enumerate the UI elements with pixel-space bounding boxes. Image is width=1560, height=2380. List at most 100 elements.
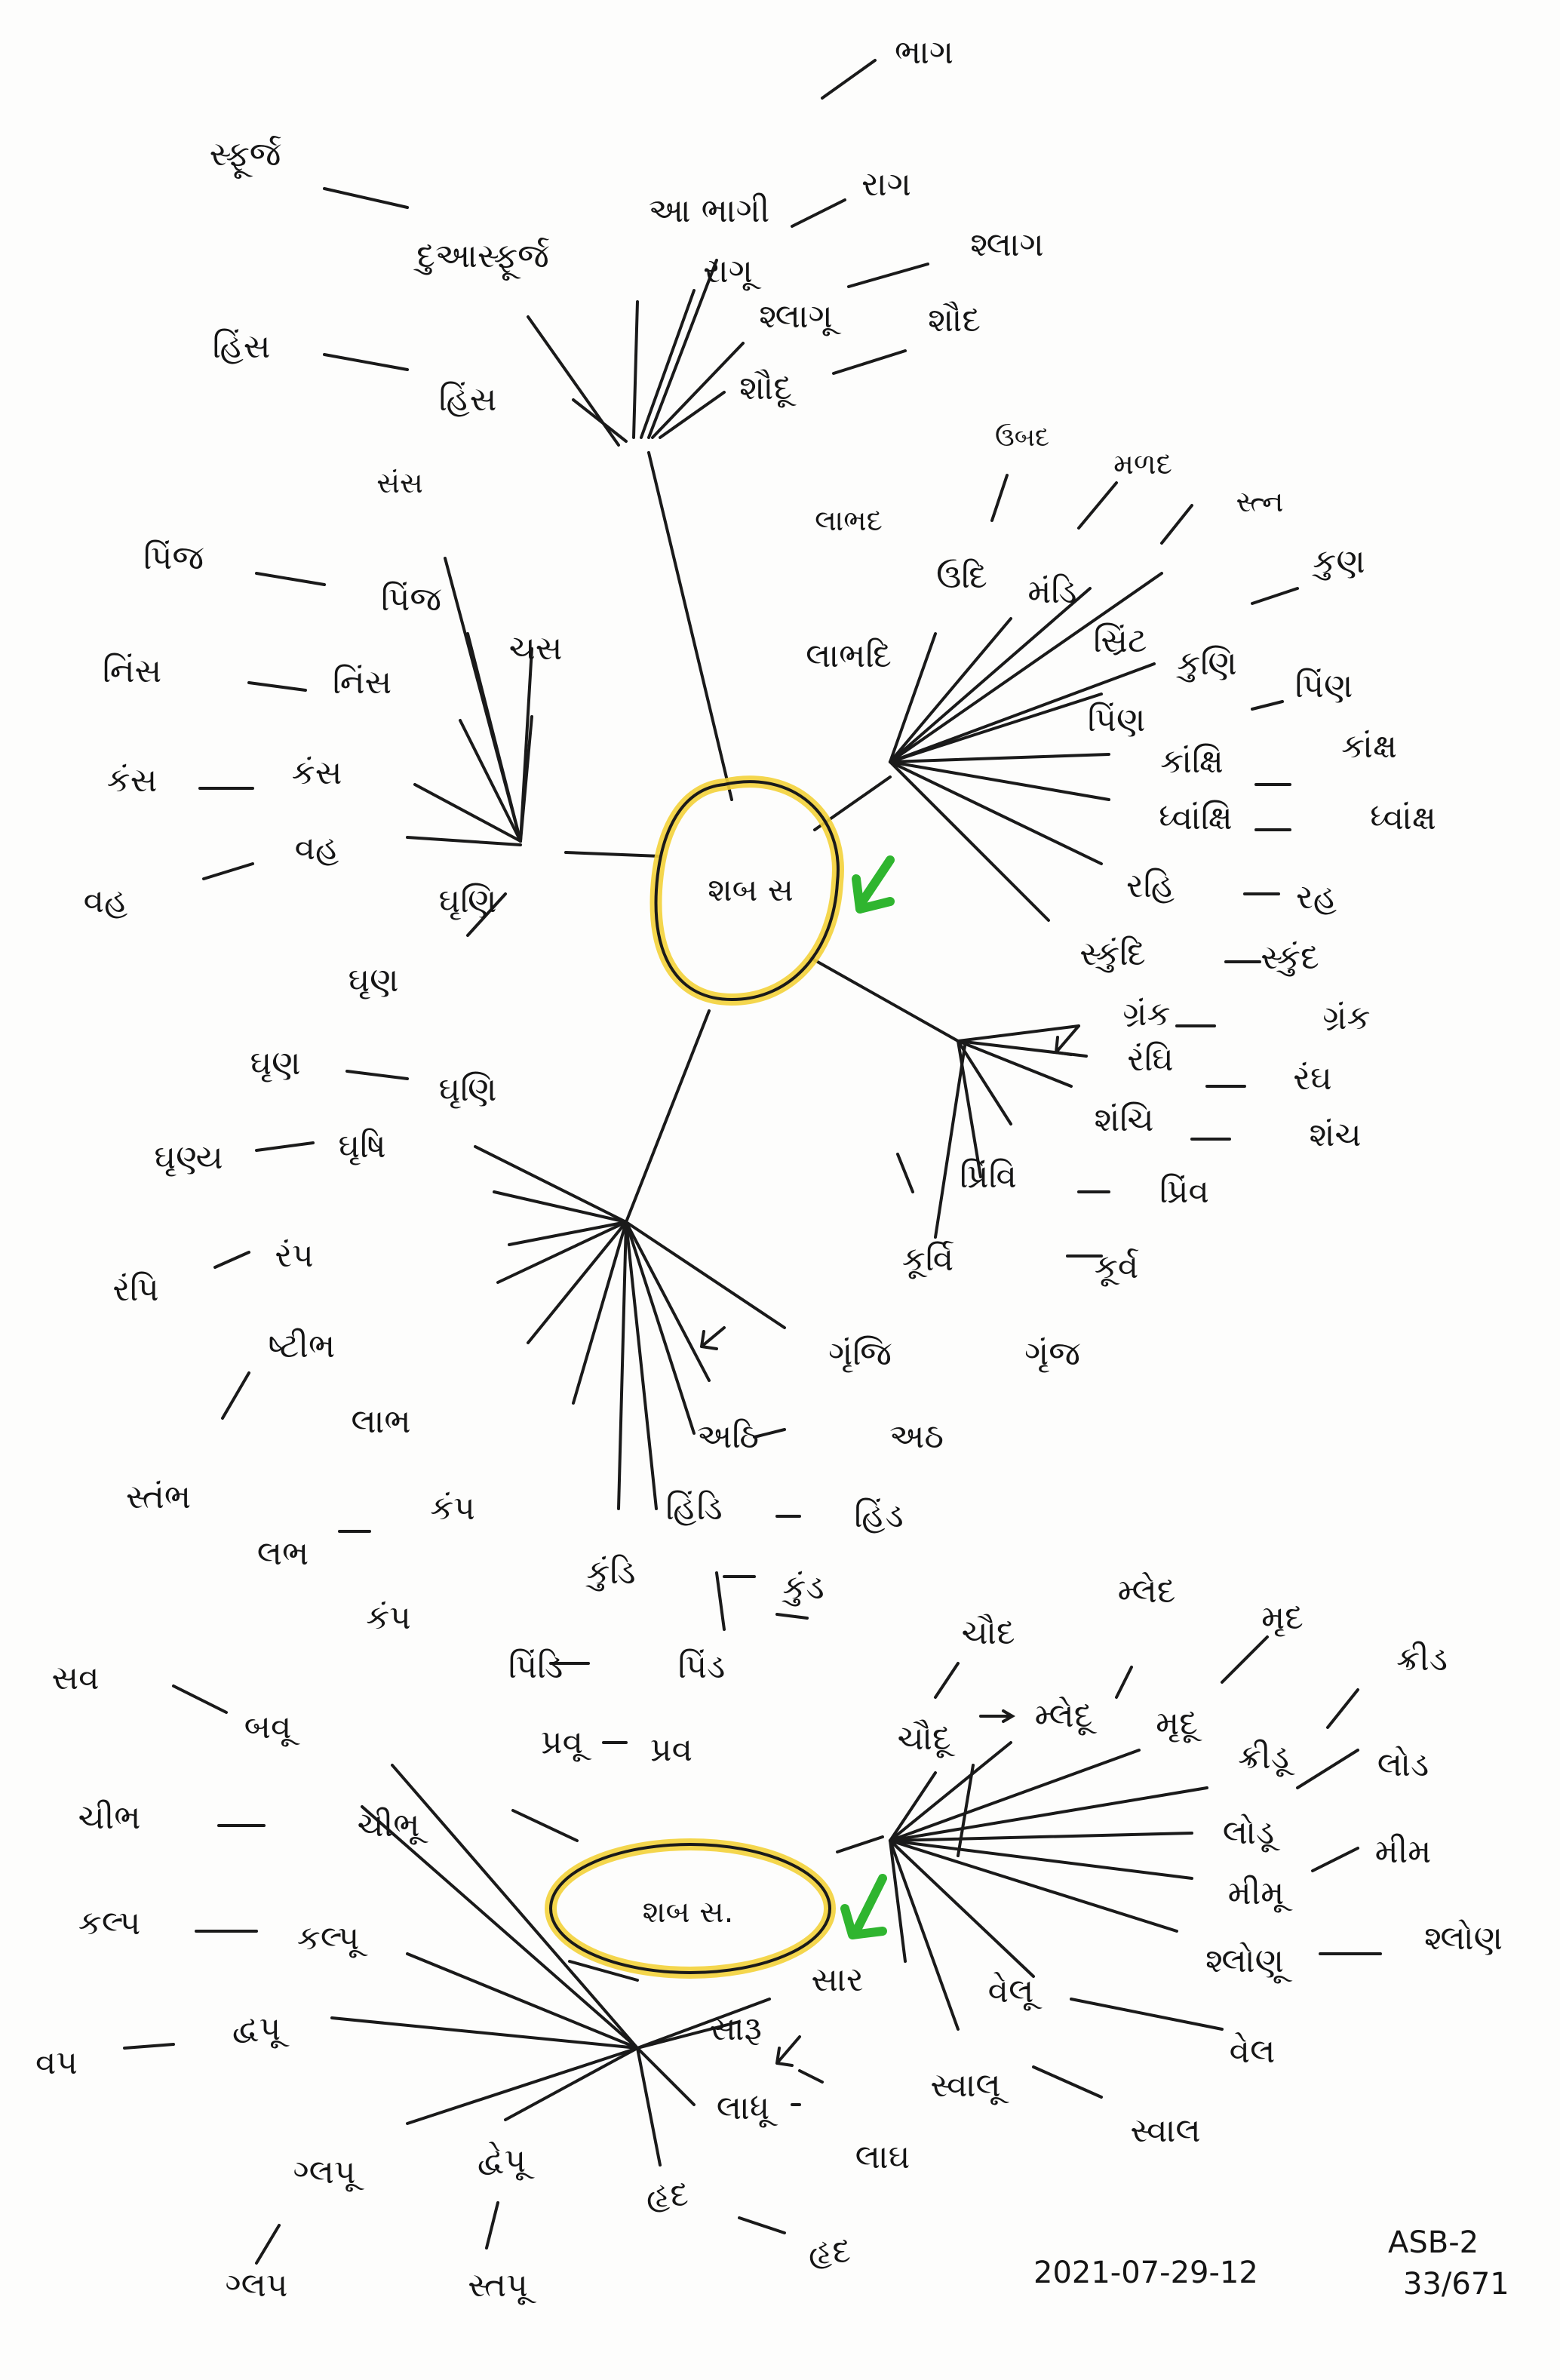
word: ઘૃણ્ય (154, 1138, 223, 1177)
word: શંચ (1309, 1116, 1362, 1154)
hub-top-label: શબ સ (708, 871, 794, 908)
word: શંચિ (1094, 1101, 1154, 1139)
word: સ્કુંદિ (1079, 935, 1146, 973)
word: શ્લોણૂ (1205, 1942, 1285, 1980)
word: વહ (83, 882, 128, 920)
word: કલ્પૂ (296, 1919, 360, 1958)
word: રંપ (275, 1236, 314, 1275)
word: રંઘ (1293, 1059, 1332, 1098)
word: હિંસ (438, 380, 497, 419)
word: વેલૂ (987, 1972, 1034, 2010)
word: કલ્પ (78, 1904, 141, 1942)
hub-bottom-label: શબ સ. (642, 1895, 734, 1930)
word: સ્વાલ (1130, 2111, 1201, 2150)
word: સ્રિંટ (1093, 622, 1147, 660)
word: ભાગ (894, 33, 954, 72)
word: મૃદ (1261, 1598, 1304, 1637)
word: ઉબદ (994, 422, 1050, 453)
word: કુંડિ (586, 1553, 636, 1592)
word: લાભ (351, 1402, 411, 1441)
word: લાઘ (855, 2138, 911, 2176)
word: શૌદ (928, 301, 981, 339)
word: ઘૃણિ (438, 1070, 497, 1109)
word: ગ્લપ (225, 2266, 288, 2305)
word: રાગ (861, 165, 911, 204)
word: દુઆસ્ફૂર્જ (416, 237, 549, 275)
word: ચૌદૂ (897, 1719, 951, 1758)
word: પિંજ (143, 539, 204, 577)
word: ઉદિ (936, 557, 987, 596)
word: સાર (811, 1961, 864, 1999)
word: મંડિ (1027, 573, 1077, 611)
word: રંપિ (112, 1270, 159, 1309)
word: ષ્ટીભ (268, 1327, 336, 1365)
word: ક્રીડ (1396, 1640, 1448, 1678)
word: સ્તંભ (125, 1478, 192, 1516)
word: સ્ફૂર્જ (209, 135, 281, 174)
word: લાભદિ (806, 637, 892, 675)
word: શૌદૂ (739, 369, 792, 407)
word: નિંસ (332, 663, 392, 702)
word: ઘૃણ (250, 1044, 301, 1083)
word: ઘૃણ (348, 961, 399, 1000)
word: રંઘિ (1127, 1040, 1174, 1079)
footer-code: ASB-2 (1388, 2225, 1479, 2260)
word: બવૂ (244, 1708, 292, 1746)
word: લાભદ (815, 504, 883, 537)
word: સવ (51, 1659, 100, 1697)
word: સંસ (376, 466, 423, 499)
footer-date: 2021-07-29-12 (1033, 2256, 1258, 2290)
word: કુંડ (782, 1568, 825, 1607)
word: કાંક્ષ (1341, 727, 1397, 766)
green-arrow-icon (840, 855, 895, 1939)
word: પ્રવ (650, 1730, 692, 1769)
word: ચસ (508, 629, 563, 668)
word: મ્લેદૂ (1034, 1697, 1093, 1735)
word: કંપ (366, 1598, 411, 1637)
word: વહ (294, 829, 339, 868)
word: કૂર્વિ (901, 1240, 954, 1279)
word: દ્વેપૂ (477, 2142, 527, 2180)
word: પ્રવૂ (541, 1723, 583, 1761)
word: આ ભાગી (648, 192, 770, 230)
word: ગ્રંક (1122, 995, 1171, 1033)
word: કંપ (430, 1489, 475, 1528)
word: કંસ (291, 754, 342, 792)
word: મળદ (1113, 447, 1172, 481)
word: સ્કુંદ (1261, 938, 1319, 977)
word: પ્રિંવ (1159, 1172, 1209, 1211)
word: કંસ (106, 761, 158, 800)
word: વપ (35, 2044, 78, 2082)
word: નિંસ (102, 652, 162, 690)
word: ગૃંજિ (828, 1334, 892, 1373)
word: ગ્રંક (1322, 999, 1371, 1037)
word: ચૌદ (961, 1614, 1015, 1652)
word: મીમૂ (1227, 1874, 1285, 1912)
word: અઠિ (697, 1417, 759, 1456)
word: રહ (1295, 878, 1337, 917)
word: લોડૂ (1222, 1813, 1275, 1852)
word: કુણ (1313, 542, 1365, 581)
word: મીમ (1374, 1832, 1432, 1871)
word: અઠ (889, 1417, 944, 1456)
word: ધ્વાંક્ષ (1370, 799, 1436, 837)
word: કૂર્વ (1094, 1248, 1139, 1286)
word: હૃદ (809, 2232, 851, 2271)
word: લોડ (1377, 1746, 1429, 1784)
word: પિંજ (380, 580, 442, 619)
word: પિંડિ (508, 1648, 564, 1686)
word: શ્લાગ (970, 226, 1044, 264)
word: રાગૂ (703, 252, 753, 290)
word: લભ (256, 1534, 309, 1573)
word: ચીભૂ (357, 1806, 420, 1844)
word: મૃદૂ (1156, 1704, 1198, 1743)
word: વેલ (1229, 2032, 1276, 2071)
word: કુણિ (1177, 644, 1237, 683)
footer-page: 33/671 (1403, 2267, 1509, 2302)
word: ગ્લપૂ (293, 2153, 356, 2191)
word: પ્રિંવિ (960, 1157, 1017, 1196)
word: ધ્વાંક્ષિ (1159, 799, 1233, 837)
word: ચીભ (78, 1798, 141, 1837)
